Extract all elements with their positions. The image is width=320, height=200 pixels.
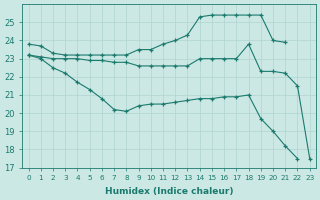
X-axis label: Humidex (Indice chaleur): Humidex (Indice chaleur) xyxy=(105,187,233,196)
